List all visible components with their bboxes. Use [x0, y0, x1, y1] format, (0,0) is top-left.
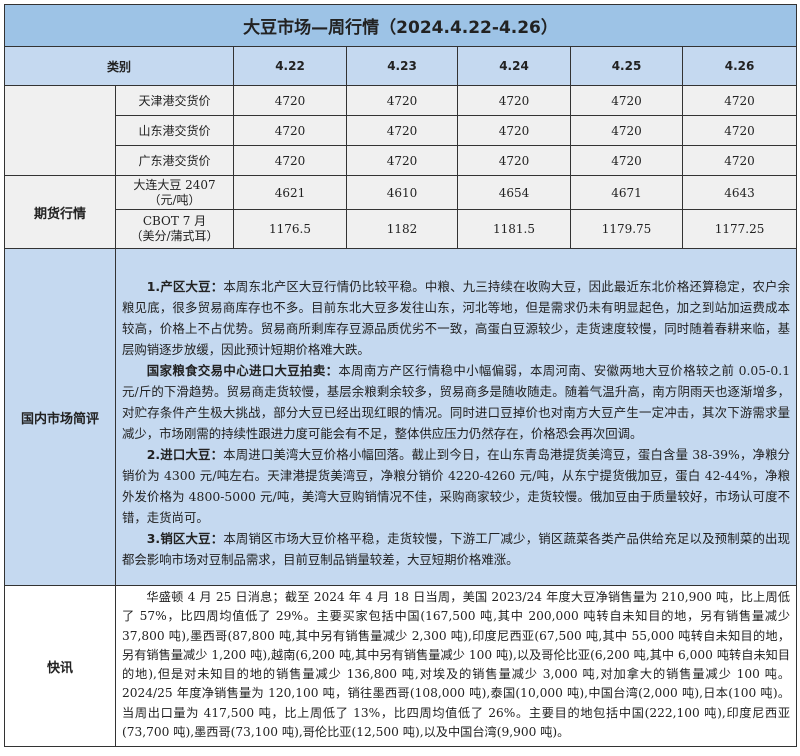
paragraph-head: 国家粮食交易中心进口大豆拍卖： — [146, 363, 339, 378]
domestic-review-text: 1.产区大豆：本周东北产区大豆行情仍比较平稳。中粮、九三持续在收购大豆，因此最近… — [114, 248, 798, 586]
domestic-review-row: 国内市场简评 1.产区大豆：本周东北产区大豆行情仍比较平稳。中粮、九三持续在收购… — [4, 248, 798, 586]
cell-value: 4720 — [233, 115, 347, 146]
row-label: 山东港交货价 — [115, 115, 234, 146]
spot-group-cell — [4, 85, 116, 176]
cell-value: 4643 — [681, 175, 798, 210]
cell-value: 4720 — [346, 145, 458, 176]
cell-value: 4720 — [233, 145, 347, 176]
cell-value: 4720 — [681, 85, 798, 116]
row-label-unit: （美分/蒲式耳） — [130, 229, 219, 243]
paragraph-head: 1.产区大豆： — [146, 279, 224, 294]
cell-value: 4720 — [346, 115, 458, 146]
cell-value: 4720 — [346, 85, 458, 116]
row-label: 广东港交货价 — [115, 145, 234, 176]
paragraph-body: 本周南方产区行情稳中小幅偏弱，本周河南、安徽两地大豆价格较之前 0.05-0.1… — [122, 363, 791, 441]
cell-value: 1179.75 — [570, 209, 683, 249]
paragraph: 国家粮食交易中心进口大豆拍卖：本周南方产区行情稳中小幅偏弱，本周河南、安徽两地大… — [122, 360, 790, 444]
paragraph-head: 3.销区大豆： — [146, 531, 224, 546]
row-label-line: CBOT 7 月 — [142, 214, 207, 228]
row-label: 大连大豆 2407 （元/吨） — [115, 175, 234, 210]
paragraph-body: 本周进口美湾大豆价格小幅回落。截止到今日，在山东青岛港提货美湾豆，蛋白含量 38… — [122, 447, 791, 525]
paragraph-head: 2.进口大豆： — [146, 447, 224, 462]
paragraph-body: 本周销区市场大豆价格平稳，走货较慢，下游工厂减少，销区蔬菜各类产品供给充足以及预… — [122, 531, 791, 567]
cell-value: 4720 — [570, 85, 683, 116]
domestic-review-label: 国内市场简评 — [4, 248, 116, 586]
cell-value: 4720 — [457, 115, 571, 146]
soybean-weekly-table: 大豆市场—周行情（2024.4.22-4.26） 类别 4.22 4.23 4.… — [3, 4, 798, 748]
cell-value: 1181.5 — [457, 209, 571, 249]
cell-value: 4654 — [457, 175, 571, 210]
cell-value: 4720 — [457, 145, 571, 176]
header-date: 4.22 — [233, 46, 347, 86]
cell-value: 4720 — [570, 115, 683, 146]
paragraph: 1.产区大豆：本周东北产区大豆行情仍比较平稳。中粮、九三持续在收购大豆，因此最近… — [122, 276, 790, 360]
row-label: CBOT 7 月（美分/蒲式耳） — [115, 209, 234, 249]
header-date: 4.26 — [681, 46, 798, 86]
header-date: 4.23 — [346, 46, 458, 86]
page-title: 大豆市场—周行情（2024.4.22-4.26） — [3, 4, 798, 47]
paragraph: 2.进口大豆：本周进口美湾大豆价格小幅回落。截止到今日，在山东青岛港提货美湾豆，… — [122, 444, 790, 528]
cell-value: 4720 — [457, 85, 571, 116]
news-row: 快讯 华盛顿 4 月 25 日消息；截至 2024 年 4 月 18 日当周，美… — [4, 584, 798, 748]
cell-value: 1177.25 — [681, 209, 798, 249]
futures-group-label: 期货行情 — [4, 175, 116, 249]
header-row: 类别 4.22 4.23 4.24 4.25 4.26 — [4, 46, 798, 86]
cell-value: 4720 — [681, 115, 798, 146]
cell-value: 4720 — [233, 85, 347, 116]
news-text-cell: 华盛顿 4 月 25 日消息；截至 2024 年 4 月 18 日当周，美国 2… — [114, 584, 798, 748]
header-category: 类别 — [4, 46, 234, 86]
news-text: 华盛顿 4 月 25 日消息；截至 2024 年 4 月 18 日当周，美国 2… — [122, 590, 791, 740]
cell-value: 4671 — [570, 175, 683, 210]
cell-value: 4621 — [233, 175, 347, 210]
cell-value: 1182 — [346, 209, 458, 249]
cell-value: 1176.5 — [233, 209, 347, 249]
header-date: 4.24 — [457, 46, 571, 86]
table-row: 天津港交货价 4720 4720 4720 4720 4720 — [4, 85, 798, 176]
table-row: 广东港交货价 4720 4720 4720 4720 4720 — [5, 145, 798, 176]
table-row: CBOT 7 月（美分/蒲式耳） 1176.5 1182 1181.5 1179… — [5, 209, 798, 249]
table-row: 期货行情 大连大豆 2407 （元/吨） 4621 4610 4654 4671 … — [4, 175, 798, 249]
row-label-unit: （元/吨） — [148, 192, 201, 207]
paragraph: 3.销区大豆：本周销区市场大豆价格平稳，走货较慢，下游工厂减少，销区蔬菜各类产品… — [122, 528, 790, 570]
paragraph-body: 本周东北产区大豆行情仍比较平稳。中粮、九三持续在收购大豆，因此最近东北价格还算稳… — [122, 279, 791, 357]
table-row: 山东港交货价 4720 4720 4720 4720 4720 — [5, 115, 798, 146]
header-date: 4.25 — [570, 46, 683, 86]
row-label-line: 大连大豆 2407 — [133, 177, 216, 192]
row-label: 天津港交货价 — [115, 85, 234, 116]
news-label: 快讯 — [4, 584, 116, 748]
cell-value: 4610 — [346, 175, 458, 210]
cell-value: 4720 — [681, 145, 798, 176]
cell-value: 4720 — [570, 145, 683, 176]
